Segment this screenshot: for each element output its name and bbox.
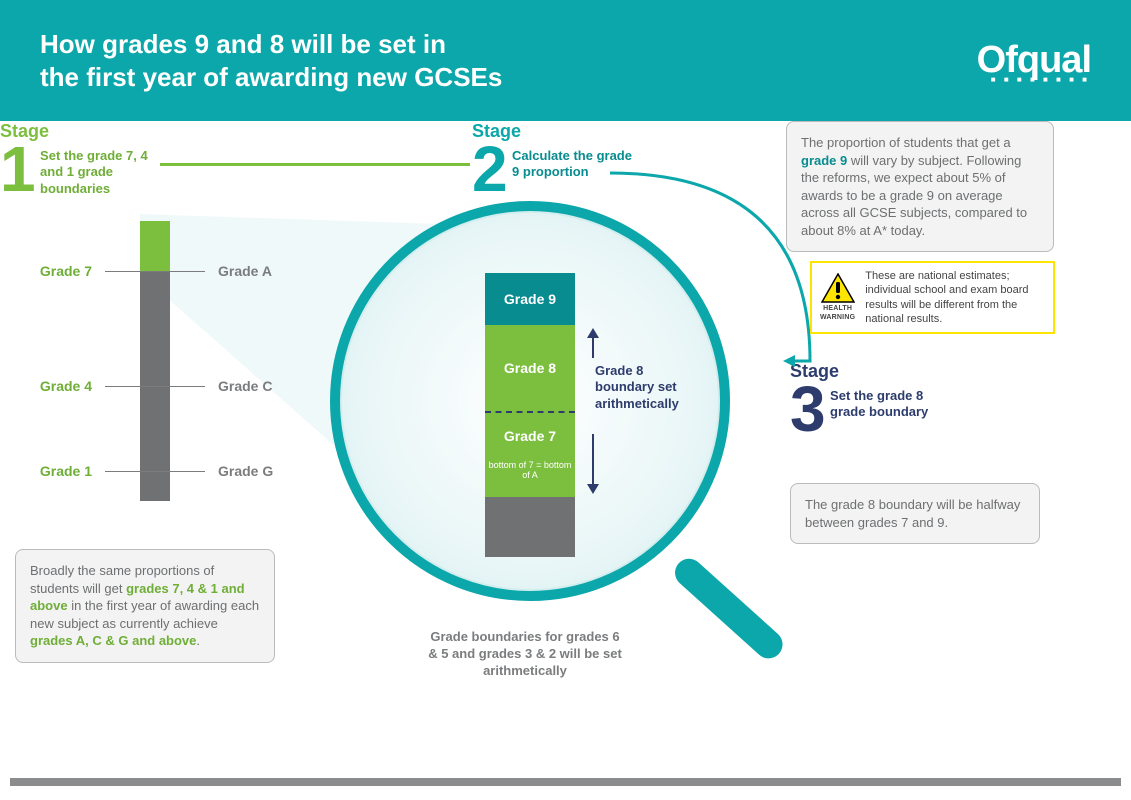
stage-2-info-box: The proportion of students that get a gr… [786,121,1054,252]
stage-1-number: 1 [0,142,36,196]
stage-3-text: Set the grade 8 grade boundary [830,382,950,421]
warning-icon: HEALTH WARNING [820,273,855,322]
label-grade-c-right: Grade C [218,378,272,394]
left-bar-chart: Grade 7 Grade A Grade 4 Grade C Grade 1 … [55,221,255,501]
magnifier-handle [669,553,788,664]
ofqual-logo: Ofqual ■ ■ ■ ■ ■ ■ ■ ■ [977,39,1091,82]
warning-text: These are national estimates; individual… [865,269,1043,326]
stage-1-info-box: Broadly the same proportions of students… [15,549,275,663]
zoom-seg-grade-7: Grade 7 bottom of 7 = bottom of A [485,411,575,497]
stage-2-block: Stage 2 Calculate the grade 9 proportion [472,121,632,196]
zoom-bar: Grade 9 Grade 8 Grade 7 bottom of 7 = bo… [485,273,575,557]
zoom-annotation: Grade 8 boundary set arithmetically [595,363,705,412]
zoom-seg-grey [485,497,575,557]
footer-bar [0,778,1131,800]
label-grade-a-right: Grade A [218,263,272,279]
health-warning-box: HEALTH WARNING These are national estima… [810,261,1055,334]
zoom-arrow-up [586,328,600,358]
stage-1-block: Stage 1 Set the grade 7, 4 and 1 grade b… [0,121,160,198]
content-area: Stage 1 Set the grade 7, 4 and 1 grade b… [0,121,1131,778]
left-bar-green-segment [140,221,170,271]
tick-grade-1 [105,471,205,472]
page: How grades 9 and 8 will be set in the fi… [0,0,1131,800]
magnifier-caption: Grade boundaries for grades 6 & 5 and gr… [425,629,625,680]
zoom-dashed-boundary [485,411,575,413]
label-grade-7-left: Grade 7 [40,263,92,279]
page-title: How grades 9 and 8 will be set in the fi… [40,28,502,93]
label-grade-4-left: Grade 4 [40,378,92,394]
zoom-seg-grade-8: Grade 8 [485,325,575,411]
header: How grades 9 and 8 will be set in the fi… [0,0,1131,121]
stage-1-text: Set the grade 7, 4 and 1 grade boundarie… [40,142,160,197]
zoom-arrow-down [586,434,600,494]
connector-1-2 [160,163,470,166]
tick-grade-4 [105,386,205,387]
stage-2-number: 2 [472,142,508,196]
logo-dots: ■ ■ ■ ■ ■ ■ ■ ■ [991,75,1090,84]
zoom-seg-grade-9: Grade 9 [485,273,575,325]
label-grade-1-left: Grade 1 [40,463,92,479]
tick-grade-7 [105,271,205,272]
magnifier-lens-inner: Grade 9 Grade 8 Grade 7 bottom of 7 = bo… [342,213,718,589]
label-grade-g-right: Grade G [218,463,273,479]
stage-3-info-box: The grade 8 boundary will be halfway bet… [790,483,1040,544]
